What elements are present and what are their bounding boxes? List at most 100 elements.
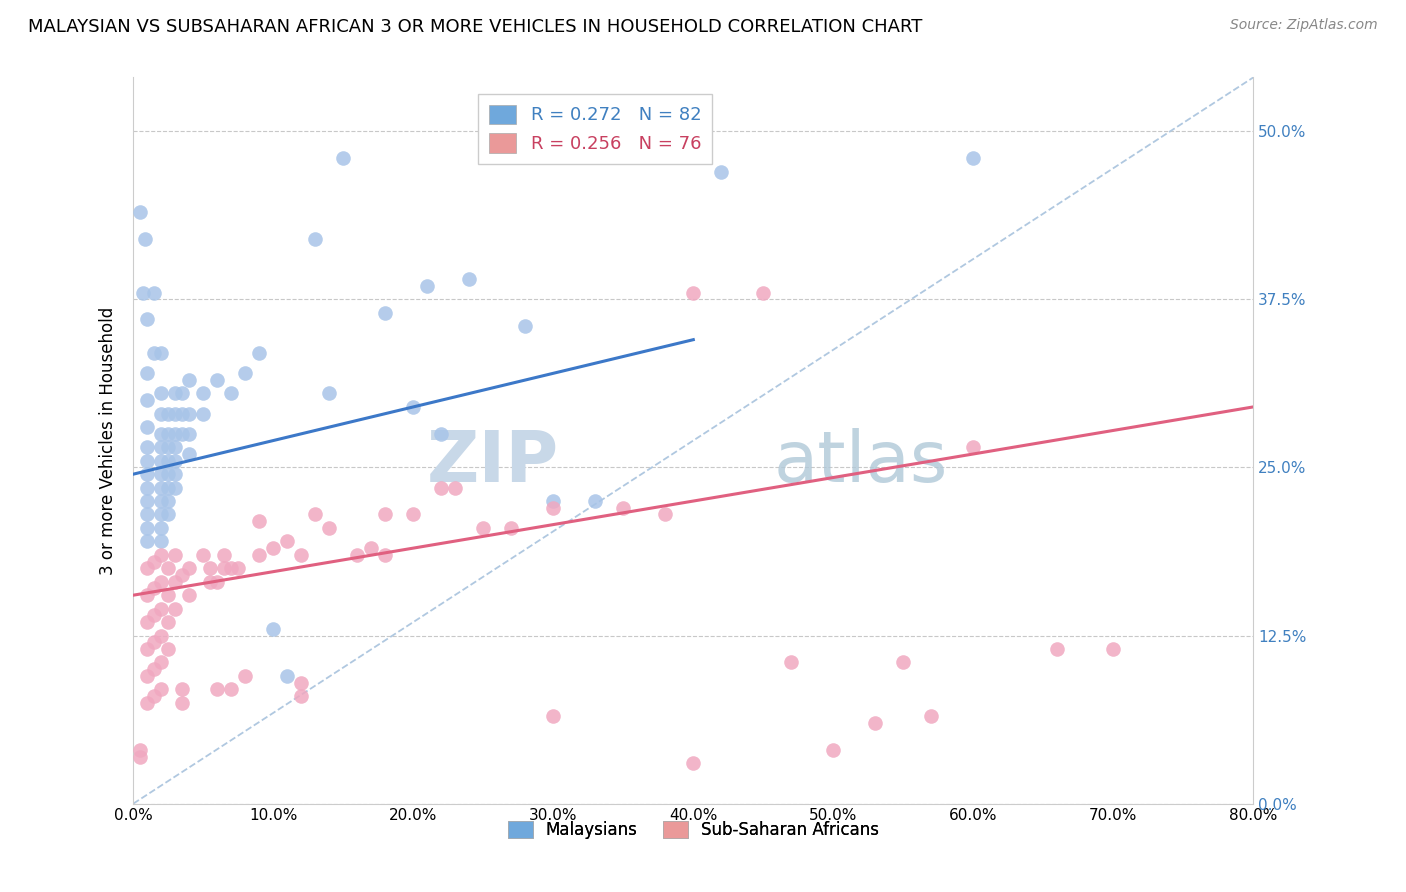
Point (962, 151, 984, 165)
Point (179, 561, 201, 575)
Point (143, 608, 166, 623)
Point (179, 426, 201, 441)
Point (150, 494, 173, 508)
Point (543, 709, 565, 723)
Point (150, 426, 173, 441)
Point (233, 366, 256, 380)
Point (136, 642, 159, 657)
Point (136, 669, 159, 683)
Point (165, 574, 187, 589)
Point (200, 561, 222, 575)
Point (214, 548, 236, 562)
Y-axis label: 3 or more Vehicles in Household: 3 or more Vehicles in Household (100, 307, 117, 574)
Point (179, 588, 201, 602)
Point (136, 494, 159, 508)
Point (247, 548, 270, 562)
Point (143, 635, 166, 649)
Point (157, 494, 180, 508)
Point (129, 205, 152, 219)
Point (247, 514, 270, 528)
Point (150, 481, 173, 495)
Point (136, 696, 159, 710)
Point (165, 481, 187, 495)
Point (157, 426, 180, 441)
Point (290, 675, 312, 690)
Point (276, 669, 298, 683)
Point (150, 440, 173, 454)
Point (165, 407, 187, 421)
Point (193, 386, 215, 401)
Point (150, 628, 173, 642)
Point (165, 386, 187, 401)
Point (157, 407, 180, 421)
Point (157, 453, 180, 467)
Point (332, 151, 354, 165)
Point (262, 622, 284, 636)
Point (458, 272, 481, 286)
Point (193, 407, 215, 421)
Point (143, 555, 166, 569)
Point (136, 453, 159, 467)
Point (132, 285, 155, 300)
Point (143, 346, 166, 360)
Point (430, 426, 453, 441)
Point (136, 588, 159, 602)
Point (172, 568, 194, 582)
Point (165, 467, 187, 482)
Point (157, 615, 180, 629)
Point (150, 656, 173, 670)
Point (304, 232, 326, 246)
Point (150, 407, 173, 421)
Text: Source: ZipAtlas.com: Source: ZipAtlas.com (1230, 18, 1378, 32)
Point (165, 453, 187, 467)
Point (1102, 642, 1125, 657)
Point (752, 285, 775, 300)
Point (515, 319, 537, 334)
Point (136, 393, 159, 408)
Point (318, 521, 340, 535)
Point (136, 366, 159, 380)
Text: ZIP: ZIP (426, 428, 560, 497)
Point (143, 285, 166, 300)
Point (472, 521, 495, 535)
Point (136, 508, 159, 522)
Point (221, 682, 243, 697)
Point (543, 494, 565, 508)
Point (262, 541, 284, 555)
Point (150, 682, 173, 697)
Point (682, 756, 704, 771)
Point (290, 548, 312, 562)
Point (865, 715, 887, 730)
Point (157, 440, 180, 454)
Point (430, 481, 453, 495)
Point (150, 601, 173, 615)
Point (221, 561, 243, 575)
Point (200, 574, 222, 589)
Point (129, 743, 152, 757)
Point (136, 481, 159, 495)
Point (136, 420, 159, 434)
Point (228, 561, 250, 575)
Point (290, 689, 312, 703)
Point (654, 508, 676, 522)
Point (165, 440, 187, 454)
Point (214, 561, 236, 575)
Point (920, 709, 942, 723)
Point (150, 508, 173, 522)
Point (318, 386, 340, 401)
Point (276, 534, 298, 549)
Point (143, 662, 166, 676)
Point (780, 656, 803, 670)
Point (136, 615, 159, 629)
Point (150, 548, 173, 562)
Point (346, 548, 368, 562)
Point (172, 407, 194, 421)
Point (501, 521, 523, 535)
Point (172, 386, 194, 401)
Point (157, 467, 180, 482)
Point (416, 278, 439, 293)
Point (374, 548, 396, 562)
Point (157, 481, 180, 495)
Point (1046, 642, 1069, 657)
Point (129, 749, 152, 764)
